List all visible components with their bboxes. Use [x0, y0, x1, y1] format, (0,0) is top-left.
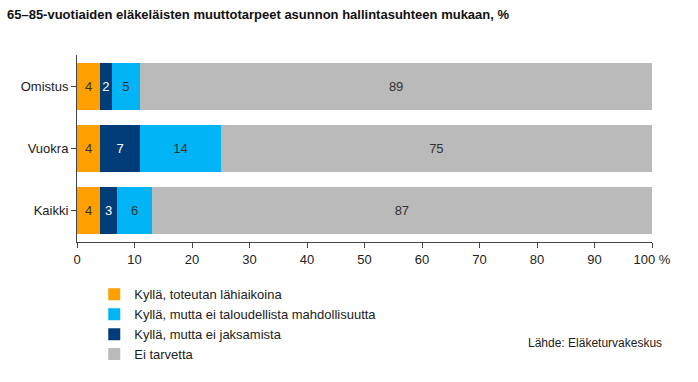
svg-text:20: 20 — [185, 252, 199, 267]
svg-text:60: 60 — [415, 252, 429, 267]
svg-text:7: 7 — [117, 141, 124, 156]
svg-text:Lähde: Eläketurvakeskus: Lähde: Eläketurvakeskus — [528, 336, 662, 350]
svg-text:2: 2 — [102, 79, 109, 94]
svg-text:Ei tarvetta: Ei tarvetta — [134, 347, 193, 362]
svg-text:6: 6 — [131, 203, 138, 218]
svg-text:5: 5 — [122, 79, 129, 94]
svg-text:70: 70 — [472, 252, 486, 267]
svg-text:87: 87 — [395, 203, 409, 218]
svg-text:80: 80 — [530, 252, 544, 267]
svg-text:3: 3 — [105, 203, 112, 218]
svg-text:90: 90 — [587, 252, 601, 267]
svg-text:30: 30 — [242, 252, 256, 267]
svg-text:Vuokra: Vuokra — [28, 141, 69, 156]
svg-text:40: 40 — [300, 252, 314, 267]
svg-text:Kaikki: Kaikki — [34, 203, 69, 218]
svg-text:89: 89 — [389, 79, 403, 94]
svg-text:65–85-vuotiaiden eläkeläisten: 65–85-vuotiaiden eläkeläisten muuttotarp… — [7, 7, 510, 22]
svg-text:Kyllä, toteutan lähiaikoina: Kyllä, toteutan lähiaikoina — [134, 287, 282, 302]
svg-text:4: 4 — [85, 141, 92, 156]
svg-text:100 %: 100 % — [634, 252, 671, 267]
svg-text:10: 10 — [127, 252, 141, 267]
svg-text:Kyllä, mutta ei jaksamista: Kyllä, mutta ei jaksamista — [134, 327, 281, 342]
svg-text:Omistus: Omistus — [21, 79, 69, 94]
svg-text:50: 50 — [357, 252, 371, 267]
svg-text:Kyllä, mutta ei taloudellista: Kyllä, mutta ei taloudellista mahdollisu… — [134, 307, 376, 322]
svg-text:4: 4 — [85, 203, 92, 218]
svg-text:14: 14 — [173, 141, 187, 156]
svg-text:0: 0 — [73, 252, 80, 267]
svg-text:4: 4 — [85, 79, 92, 94]
svg-text:75: 75 — [429, 141, 443, 156]
